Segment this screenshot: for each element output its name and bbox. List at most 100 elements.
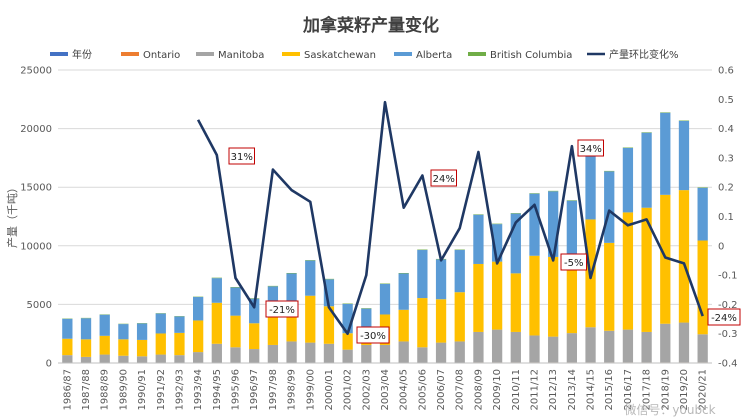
bar-segment xyxy=(193,320,204,353)
x-tick-label: 2001/02 xyxy=(343,369,354,411)
bar-segment xyxy=(454,292,465,342)
bar-segment xyxy=(230,315,241,348)
bar-segment xyxy=(155,313,166,334)
bar-segment xyxy=(99,335,110,355)
annotation-box xyxy=(560,253,587,271)
bar-segment xyxy=(211,278,222,303)
bar-segment xyxy=(342,333,353,350)
bar-segment xyxy=(510,331,521,363)
bar-segment xyxy=(417,347,428,363)
bar-segment xyxy=(641,207,652,332)
x-tick-label: 2004/05 xyxy=(399,369,410,411)
x-tick-label: 2020/21 xyxy=(698,369,709,411)
legend-label: Saskatchewan xyxy=(304,50,376,61)
bar-segment xyxy=(641,132,652,208)
legend-swatch xyxy=(50,52,68,56)
bar-segment xyxy=(136,356,148,363)
annotation-label: -30% xyxy=(360,331,386,342)
legend-item: Manitoba xyxy=(196,50,264,61)
x-tick-label: 1995/96 xyxy=(231,369,242,411)
x-tick-label: 1994/95 xyxy=(212,369,223,411)
bar-segment xyxy=(454,250,465,293)
bar-segment xyxy=(323,279,335,307)
bar-segment xyxy=(473,331,484,363)
x-tick-label: 2010/11 xyxy=(511,369,522,411)
y2-tick-label: 0.5 xyxy=(718,95,734,106)
legend-label: Manitoba xyxy=(218,50,264,61)
bar-segment xyxy=(267,286,279,314)
y-tick-label: 15000 xyxy=(20,183,52,194)
annotation-callout: 31% xyxy=(228,147,255,165)
legend-item: Alberta xyxy=(394,50,452,61)
bar-segment xyxy=(80,339,92,357)
x-tick-label: 1996/97 xyxy=(249,369,260,411)
x-tick-label: 2013/14 xyxy=(567,369,578,411)
x-tick-label: 2019/20 xyxy=(679,369,690,411)
bar-segment xyxy=(678,322,690,363)
x-tick-label: 1997/98 xyxy=(268,369,279,411)
y2-tick-label: 0.2 xyxy=(718,183,734,194)
bar-segment xyxy=(249,323,260,350)
x-tick-label: 2012/13 xyxy=(548,369,559,411)
x-tick-label: 2014/15 xyxy=(586,369,597,411)
bar-segment xyxy=(678,120,690,191)
bar-segment xyxy=(118,324,129,340)
y-tick-label: 0 xyxy=(46,359,52,370)
y2-tick-label: 0.4 xyxy=(718,124,734,135)
bar-segment xyxy=(230,347,241,363)
annotation-callout: 34% xyxy=(577,139,604,157)
change-line-path xyxy=(196,100,704,336)
legend: 年份 Ontario Manitoba Saskatchewan Alberta Brit… xyxy=(50,48,679,61)
bar-segment xyxy=(62,338,73,356)
annotation-label: -24% xyxy=(711,313,737,324)
bar-segment xyxy=(286,341,297,363)
y2-tick-label: 0.1 xyxy=(718,212,734,223)
bar-segment xyxy=(529,335,540,363)
bar-segment xyxy=(174,355,185,363)
legend-item: British Columbia xyxy=(468,50,572,61)
annotation-callout: -24% xyxy=(707,308,741,326)
bar-segment xyxy=(622,147,634,213)
bar-segment xyxy=(305,260,316,296)
bar-segment xyxy=(398,341,409,363)
annotation-box xyxy=(430,169,457,187)
legend-swatch xyxy=(282,52,300,56)
x-tick-label: 1999/00 xyxy=(305,369,316,411)
bar-segment xyxy=(454,341,465,363)
bar-segment xyxy=(99,314,110,336)
annotation-label: 24% xyxy=(433,174,455,185)
legend-swatch xyxy=(121,52,139,56)
annotation-callout: -21% xyxy=(265,300,299,318)
y2-tick-label: -0.3 xyxy=(718,329,738,340)
annotations: 31% -21% -30% 24% -5% 34% -24% xyxy=(228,139,741,344)
x-tick-label: 1989/90 xyxy=(118,369,129,411)
bar-segment xyxy=(249,349,260,363)
y2-tick-label: -0.1 xyxy=(718,271,738,282)
bar-segment xyxy=(80,356,92,363)
legend-item: Ontario xyxy=(121,50,180,61)
x-tick-label: 2003/04 xyxy=(380,369,391,411)
y-axis-label: 产量（千吨） xyxy=(5,182,19,248)
bar-segment xyxy=(604,171,615,243)
x-tick-label: 1988/89 xyxy=(100,369,111,411)
bar-segment xyxy=(230,287,241,316)
bar-segment xyxy=(697,187,708,241)
bar-segment xyxy=(361,344,372,363)
bar-segment xyxy=(136,339,148,357)
bar-segment xyxy=(529,193,540,256)
bar-segment xyxy=(211,343,222,363)
bar-segment xyxy=(510,273,521,332)
bar-segment xyxy=(491,329,503,363)
y-tick-label: 10000 xyxy=(20,241,52,252)
x-tick-label: 2015/16 xyxy=(604,369,615,411)
x-tick-label: 2017/18 xyxy=(642,369,653,411)
legend-swatch xyxy=(196,52,214,56)
bar-segment xyxy=(342,349,353,363)
bar-segment xyxy=(566,333,577,363)
bar-segment xyxy=(697,334,708,363)
bar-segment xyxy=(99,354,110,363)
x-tick-label: 2005/06 xyxy=(417,369,428,411)
change-line xyxy=(196,100,704,336)
